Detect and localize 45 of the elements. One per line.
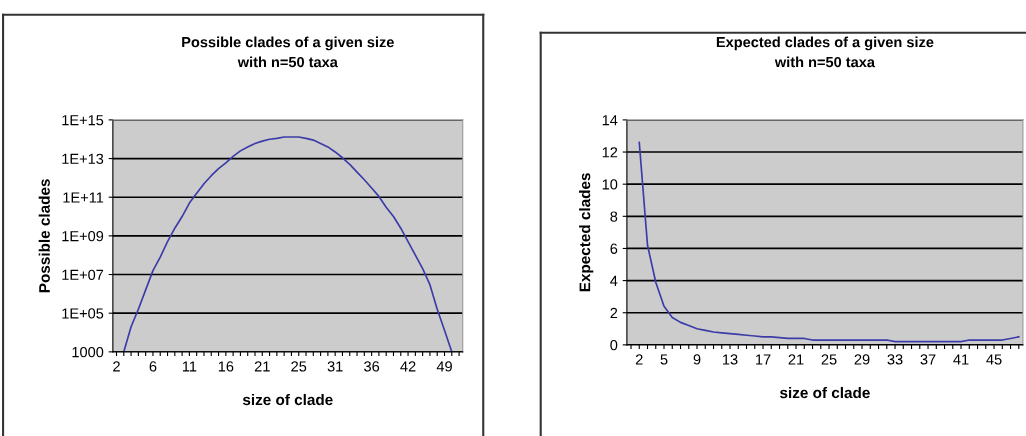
x-tick-label: 2 (113, 361, 120, 372)
chart-title: Expected clades of a given size with n=50 taxa (716, 36, 934, 68)
x-tick-label: 42 (400, 361, 416, 372)
y-tick-label: 4 (610, 275, 618, 286)
x-tick-label: 6 (149, 361, 157, 372)
x-tick-label: 21 (254, 361, 270, 372)
line-series (122, 136, 453, 352)
y-tick-label: 1000 (72, 346, 104, 358)
y-tick-label: 0 (610, 339, 618, 351)
line-series (638, 141, 1020, 343)
y-tick-label: 1E+07 (62, 269, 104, 280)
x-tick-label: 49 (436, 361, 452, 372)
y-axis-title: Possible clades (38, 179, 50, 293)
x-tick-label: 45 (986, 354, 1002, 365)
y-tick-label: 10 (602, 179, 618, 190)
x-tick-label: 2 (635, 354, 643, 365)
x-tick-label: 33 (887, 354, 903, 365)
x-tick-label: 9 (693, 354, 701, 365)
y-tick-label: 8 (610, 211, 618, 222)
x-tick-label: 11 (182, 361, 197, 372)
y-tick-label: 14 (602, 115, 618, 126)
x-tick-label: 13 (723, 354, 738, 365)
y-axis-title: Expected clades (579, 173, 594, 292)
x-tick-label: 37 (920, 354, 936, 365)
x-tick-label: 16 (218, 361, 234, 372)
x-tick-label: 17 (756, 354, 771, 365)
y-tick-label: 1E+05 (62, 308, 104, 319)
x-tick-label: 21 (788, 354, 804, 365)
x-tick-label: 5 (660, 354, 668, 365)
x-tick-label: 31 (327, 361, 343, 372)
y-tick-label: 6 (610, 243, 618, 254)
x-tick-label: 25 (291, 361, 307, 372)
y-tick-label: 1E+15 (62, 115, 104, 126)
x-tick-label: 25 (821, 354, 837, 365)
x-tick-label: 36 (364, 361, 380, 372)
y-tick-label: 12 (602, 147, 618, 158)
x-axis-title: size of clade (242, 393, 333, 406)
y-tick-label: 1E+09 (62, 230, 104, 242)
y-tick-label: 2 (610, 307, 618, 319)
x-axis-title: size of clade (780, 386, 870, 399)
x-tick-label: 41 (953, 354, 969, 365)
x-tick-label: 29 (854, 354, 870, 365)
y-tick-label: 1E+11 (63, 192, 104, 203)
chart-title: Possible clades of a given size with n=50 taxa (182, 36, 394, 68)
y-tick-label: 1E+13 (62, 153, 104, 164)
